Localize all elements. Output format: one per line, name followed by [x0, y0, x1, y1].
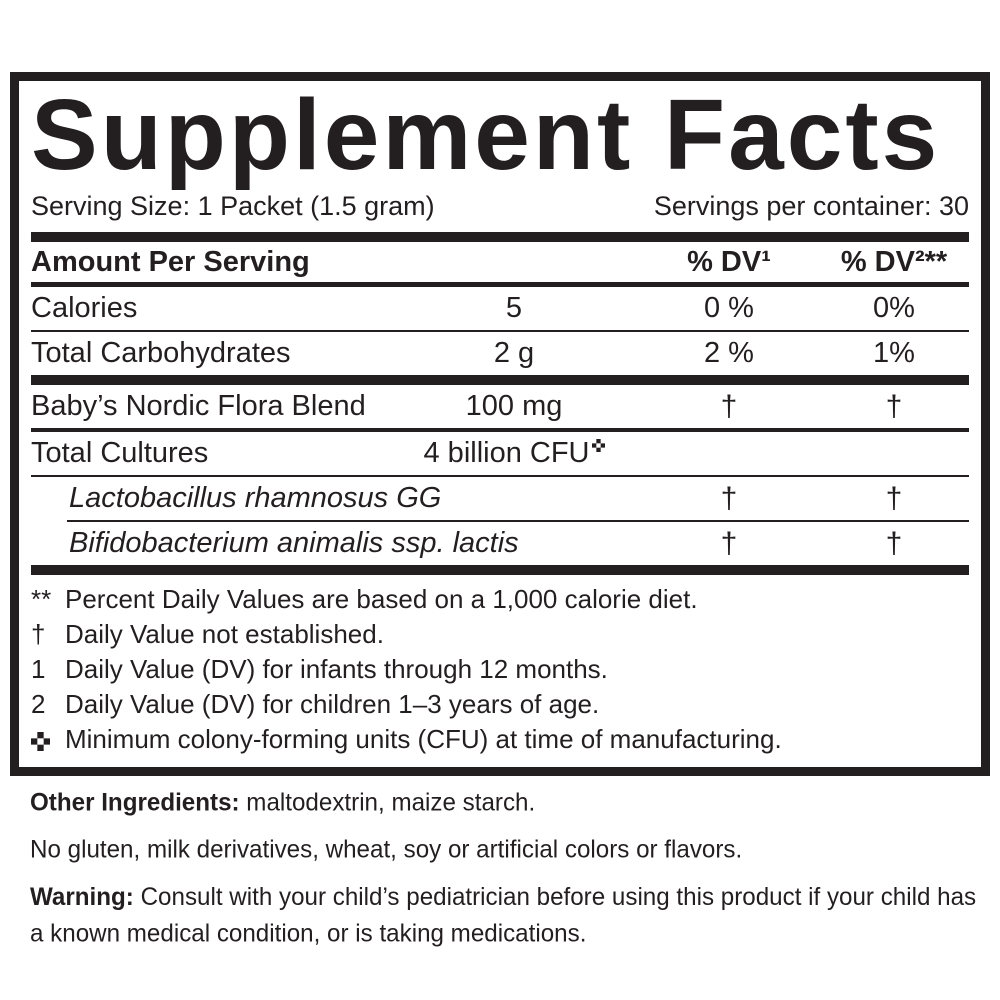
nutrient-dv1: 0 %: [704, 292, 754, 324]
footnotes-section: ** Percent Daily Values are based on a 1…: [31, 575, 969, 767]
nutrient-name: Total Cultures: [31, 437, 209, 469]
column-header-amount-per-serving: Amount Per Serving: [31, 245, 310, 278]
other-ingredients-paragraph: Other Ingredients: maltodextrin, maize s…: [30, 784, 989, 821]
nutrient-dv2-dagger: †: [885, 389, 903, 423]
footnote-text: Percent Daily Values are based on a 1,00…: [65, 584, 698, 614]
nutrient-dv2: 1%: [873, 337, 915, 369]
nutrient-name: Baby’s Nordic Flora Blend: [31, 390, 366, 422]
divider-medium: [31, 428, 969, 432]
supplement-facts-panel: Supplement Facts Serving Size: 1 Packet …: [10, 72, 990, 776]
nutrient-dv2: 0%: [873, 292, 915, 324]
column-header-dv1: % DV¹: [687, 245, 771, 278]
warning-paragraph: Warning: Consult with your child’s pedia…: [30, 878, 989, 952]
footnote-marker: 2: [31, 689, 46, 719]
nutrient-dv2-dagger: †: [885, 526, 903, 560]
table-row-total-carbohydrates: Total Carbohydrates 2 g 2 % 1%: [31, 332, 969, 375]
table-row-lactobacillus: Lactobacillus rhamnosus GG † †: [31, 477, 969, 520]
additional-info-section: Other Ingredients: maltodextrin, maize s…: [30, 784, 989, 962]
nutrient-amount: 100 mg: [465, 390, 563, 422]
footnote-text: Daily Value not established.: [65, 619, 384, 649]
divider-thin: [31, 330, 969, 332]
nutrient-dv1-dagger: †: [720, 481, 738, 515]
nutrient-name: Total Carbohydrates: [31, 337, 291, 369]
footnote-marker: **: [31, 584, 52, 614]
servings-per-container: Servings per container: 30: [653, 191, 969, 221]
nutrient-dv2-dagger: †: [885, 481, 903, 515]
table-row-nordic-flora-blend: Baby’s Nordic Flora Blend 100 mg † †: [31, 385, 969, 428]
footnote-dv-children: 2 Daily Value (DV) for children 1–3 year…: [31, 687, 969, 722]
nutrient-dv1: 2 %: [704, 337, 754, 369]
table-header-row: Amount Per Serving % DV¹ % DV²**: [31, 242, 969, 282]
divider-thin: [31, 475, 969, 477]
other-ingredients-label: Other Ingredients:: [30, 788, 240, 816]
column-header-dv2: % DV²**: [840, 245, 948, 278]
four-square-cross-icon: [31, 725, 65, 760]
culture-species-name: Lactobacillus rhamnosus GG: [69, 482, 442, 514]
culture-species-name: Bifidobacterium animalis ssp. lactis: [69, 527, 519, 559]
serving-info-row: Serving Size: 1 Packet (1.5 gram) Servin…: [31, 191, 969, 222]
footnote-marker: †: [31, 619, 46, 649]
footnote-daily-value-not-established: † Daily Value not established.: [31, 617, 969, 652]
footnote-percent-dv: ** Percent Daily Values are based on a 1…: [31, 582, 969, 617]
footnote-marker: 1: [31, 654, 46, 684]
nutrient-amount: 5: [505, 292, 523, 324]
warning-label: Warning:: [30, 882, 134, 911]
cfu-amount-text: 4 billion CFU: [423, 437, 590, 469]
divider-thick: [31, 232, 969, 242]
divider-medium: [31, 282, 969, 287]
four-square-cross-icon: [591, 439, 605, 452]
footnote-text: Daily Value (DV) for infants through 12 …: [65, 654, 608, 684]
other-ingredients-text: maltodextrin, maize starch.: [239, 788, 536, 816]
table-row-bifidobacterium: Bifidobacterium animalis ssp. lactis † †: [31, 522, 969, 565]
nutrient-amount: 4 billion CFU: [389, 437, 639, 470]
serving-size: Serving Size: 1 Packet (1.5 gram): [31, 191, 435, 221]
warning-text: Consult with your child’s pediatrician b…: [30, 882, 977, 948]
nutrient-dv1-dagger: †: [720, 526, 738, 560]
nutrient-dv1-dagger: †: [720, 389, 738, 423]
footnote-dv-infants: 1 Daily Value (DV) for infants through 1…: [31, 652, 969, 687]
nutrient-name: Calories: [31, 292, 138, 324]
divider-thick: [31, 565, 969, 575]
footnote-text: Daily Value (DV) for children 1–3 years …: [65, 689, 600, 719]
table-row-calories: Calories 5 0 % 0%: [31, 287, 969, 330]
nutrient-amount: 2 g: [493, 337, 535, 369]
divider-thin-indented: [67, 520, 969, 522]
allergen-statement: No gluten, milk derivatives, wheat, soy …: [30, 835, 743, 864]
table-row-total-cultures: Total Cultures 4 billion CFU: [31, 432, 969, 475]
panel-title: Supplement Facts: [31, 79, 941, 191]
footnote-cfu: Minimum colony-forming units (CFU) at ti…: [31, 722, 969, 757]
footnote-text: Minimum colony-forming units (CFU) at ti…: [65, 724, 782, 754]
divider-thick: [31, 375, 969, 385]
